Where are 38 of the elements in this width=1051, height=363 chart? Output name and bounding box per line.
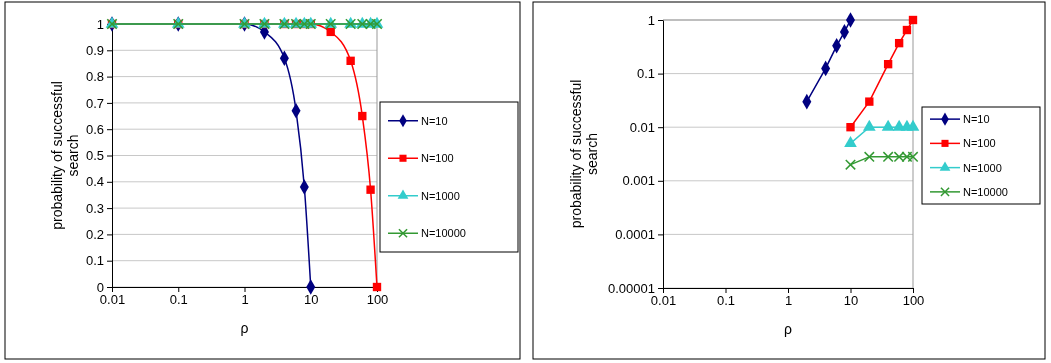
y-tick-label: 0.6 [85,121,104,137]
x-tick-label: 1 [784,293,793,309]
y-tick-label: 0.4 [85,174,104,190]
y-tick-label: 0.7 [85,95,104,111]
y-tick-label: 0.9 [85,42,104,58]
y-tick-label: 0.8 [85,69,104,85]
y-axis-title: probability of successful search [568,79,600,229]
legend-label: N=100 [421,152,454,165]
legend-label: N=10 [963,113,990,126]
legend-label: N=100 [963,137,996,150]
x-tick-label: 0.1 [716,293,736,309]
x-tick-label: 0.01 [650,293,677,309]
x-tick-label: 0.1 [169,292,188,308]
y-tick-label: 0.001 [622,173,655,189]
x-tick-label: 10 [843,293,859,309]
legend-label: N=10 [421,114,448,127]
y-tick-label: 0 [96,279,104,295]
x-tick-label: 100 [366,292,389,308]
y-tick-label: 0.0001 [615,227,655,243]
y-tick-label: 0.3 [85,200,104,216]
y-tick-label: 0.2 [85,227,104,243]
legend-label: N=1000 [421,189,460,202]
x-tick-label: 100 [902,293,925,309]
y-tick-label: 0.01 [629,119,655,135]
x-tick-label: 10 [304,292,319,308]
y-tick-label: 0.1 [85,253,104,269]
y-tick-label: 0.1 [636,66,655,82]
y-tick-label: 1 [96,16,104,32]
legend-label: N=1000 [963,161,1002,174]
x-axis-title: ρ [240,320,249,336]
x-tick-label: 1 [241,292,249,308]
y-axis-title: probability of successful search [49,81,81,230]
y-tick-label: 1 [647,12,655,28]
y-tick-label: 0.00001 [608,280,655,296]
y-tick-label: 0.5 [85,148,104,164]
legend-label: N=10000 [421,227,466,240]
legend-label: N=10000 [963,185,1008,198]
x-axis-title: ρ [784,321,793,337]
